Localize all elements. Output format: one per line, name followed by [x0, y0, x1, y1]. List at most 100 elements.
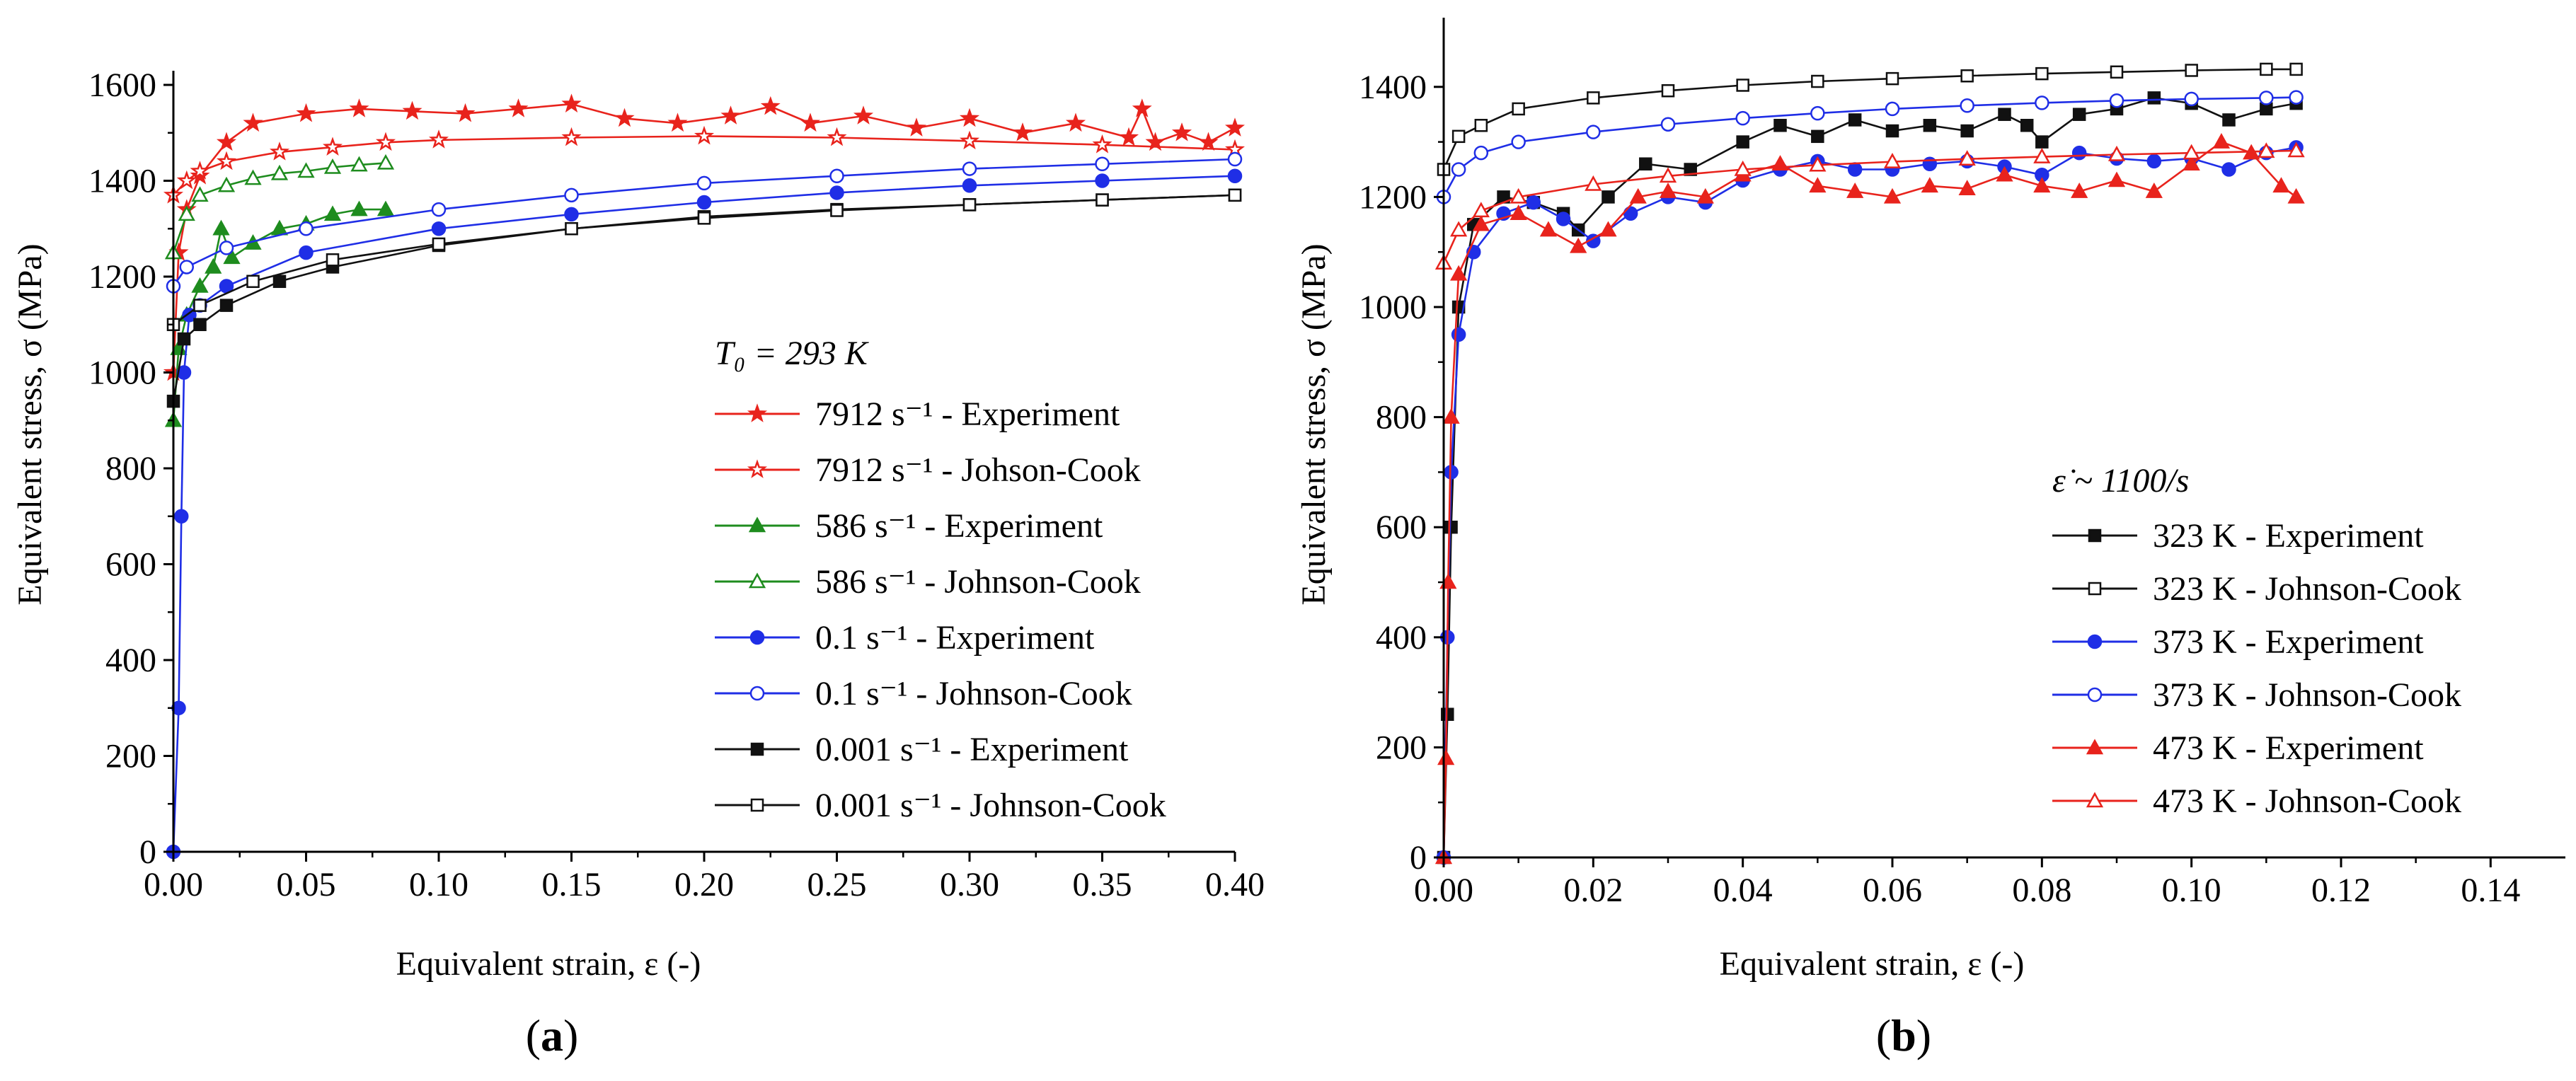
data-point	[1451, 327, 1466, 342]
data-point	[564, 207, 579, 222]
data-point	[800, 112, 821, 132]
data-point	[1629, 187, 1647, 204]
data-point	[1095, 173, 1110, 188]
data-point	[190, 161, 210, 180]
y-tick-label: 800	[1376, 399, 1427, 437]
data-point	[1570, 237, 1587, 253]
y-tick-label: 1200	[88, 258, 156, 296]
data-point	[508, 98, 529, 117]
data-point	[350, 200, 368, 216]
data-point	[193, 299, 207, 312]
legend-entry: 586 s⁻¹ - Johnson-Cook	[715, 563, 1141, 601]
data-point	[962, 161, 977, 176]
data-point	[270, 164, 289, 180]
data-point	[2033, 148, 2051, 163]
data-point	[2183, 155, 2200, 170]
x-tick-label: 0.10	[2162, 872, 2221, 909]
data-point	[565, 222, 578, 236]
x-tick-label: 0.25	[807, 866, 867, 903]
data-point	[179, 260, 194, 274]
legend-entry: 473 K - Johnson-Cook	[2052, 782, 2461, 820]
data-point	[1921, 177, 1938, 193]
data-point	[431, 202, 447, 217]
y-tick-label: 400	[1376, 619, 1427, 657]
legend-marker	[2088, 582, 2102, 596]
data-point	[323, 205, 342, 221]
data-point	[1450, 221, 1468, 237]
data-point	[1585, 175, 1602, 191]
series-2	[1437, 62, 2303, 176]
data-point	[1958, 150, 1976, 166]
data-point	[1996, 166, 2013, 182]
data-point	[830, 204, 844, 217]
panel-b-label: (b)	[1876, 1010, 1931, 1060]
data-point	[1442, 408, 1460, 424]
y-tick-label: 400	[105, 642, 156, 679]
data-point	[2272, 177, 2290, 193]
legend-marker	[749, 686, 765, 701]
data-point	[431, 221, 447, 236]
legend-entry: 0.1 s⁻¹ - Johnson-Cook	[715, 675, 1132, 712]
data-point	[2185, 64, 2198, 77]
data-point	[269, 141, 290, 161]
data-point	[1444, 520, 1458, 534]
data-point	[561, 127, 582, 146]
legend-label: 0.001 s⁻¹ - Johnson-Cook	[815, 787, 1166, 824]
data-point	[1556, 212, 1571, 226]
data-point	[2221, 162, 2236, 177]
data-point	[174, 509, 189, 524]
data-point	[1958, 180, 1976, 195]
data-point	[962, 198, 977, 212]
data-point	[1472, 215, 1490, 231]
data-point	[1228, 188, 1242, 202]
data-point	[2212, 133, 2231, 149]
data-point	[176, 170, 197, 190]
panel-b-annotation: ε̇ ~ 1100/s	[2052, 462, 2189, 499]
data-point	[853, 105, 874, 125]
data-point	[349, 98, 369, 117]
legend-label: 473 K - Experiment	[2153, 729, 2424, 767]
data-point	[1132, 98, 1152, 117]
data-point	[667, 112, 688, 132]
panel-a-x-axis-title: Equivalent strain, ε (-)	[396, 945, 701, 983]
data-point	[2110, 65, 2124, 79]
data-point	[1473, 145, 1489, 161]
data-point	[1810, 105, 1825, 121]
legend-marker	[2088, 528, 2102, 543]
data-point	[1811, 129, 1824, 144]
y-tick-label: 600	[105, 546, 156, 584]
data-point	[296, 103, 316, 122]
data-point	[907, 117, 926, 137]
data-point	[432, 237, 446, 251]
legend-label: 586 s⁻¹ - Johnson-Cook	[815, 563, 1141, 601]
data-point	[1923, 119, 1937, 132]
data-point	[694, 125, 715, 145]
y-tick-label: 800	[105, 450, 156, 487]
data-point	[1599, 221, 1617, 237]
data-point	[1118, 127, 1139, 146]
data-point	[297, 162, 315, 178]
x-tick-label: 0.15	[542, 866, 602, 903]
data-point	[1735, 110, 1750, 126]
data-point	[1960, 69, 1974, 83]
legend-label: 7912 s⁻¹ - Johson-Cook	[815, 451, 1141, 489]
data-point	[1437, 749, 1455, 765]
data-point	[1451, 129, 1466, 144]
data-point	[1696, 187, 1714, 204]
series-line	[172, 162, 386, 253]
data-point	[1587, 91, 1600, 105]
data-point	[1736, 79, 1749, 92]
data-point	[1065, 112, 1086, 132]
series-4	[1436, 90, 2304, 204]
data-point	[697, 212, 711, 225]
data-point	[1092, 134, 1112, 154]
y-tick-label: 1000	[1359, 289, 1427, 326]
data-point	[455, 103, 476, 122]
panel-a-annotation: T₀ = 293 K	[715, 335, 870, 372]
y-tick-label: 1400	[88, 163, 156, 200]
panel-a-legend: 7912 s⁻¹ - Experiment 7912 s⁻¹ - Johson-C…	[715, 395, 1166, 824]
legend-label: 7912 s⁻¹ - Experiment	[815, 395, 1120, 433]
data-point	[720, 105, 741, 125]
data-point	[1510, 187, 1527, 204]
panel-a-y-axis-title: Equivalent stress, σ (MPa)	[11, 243, 49, 605]
